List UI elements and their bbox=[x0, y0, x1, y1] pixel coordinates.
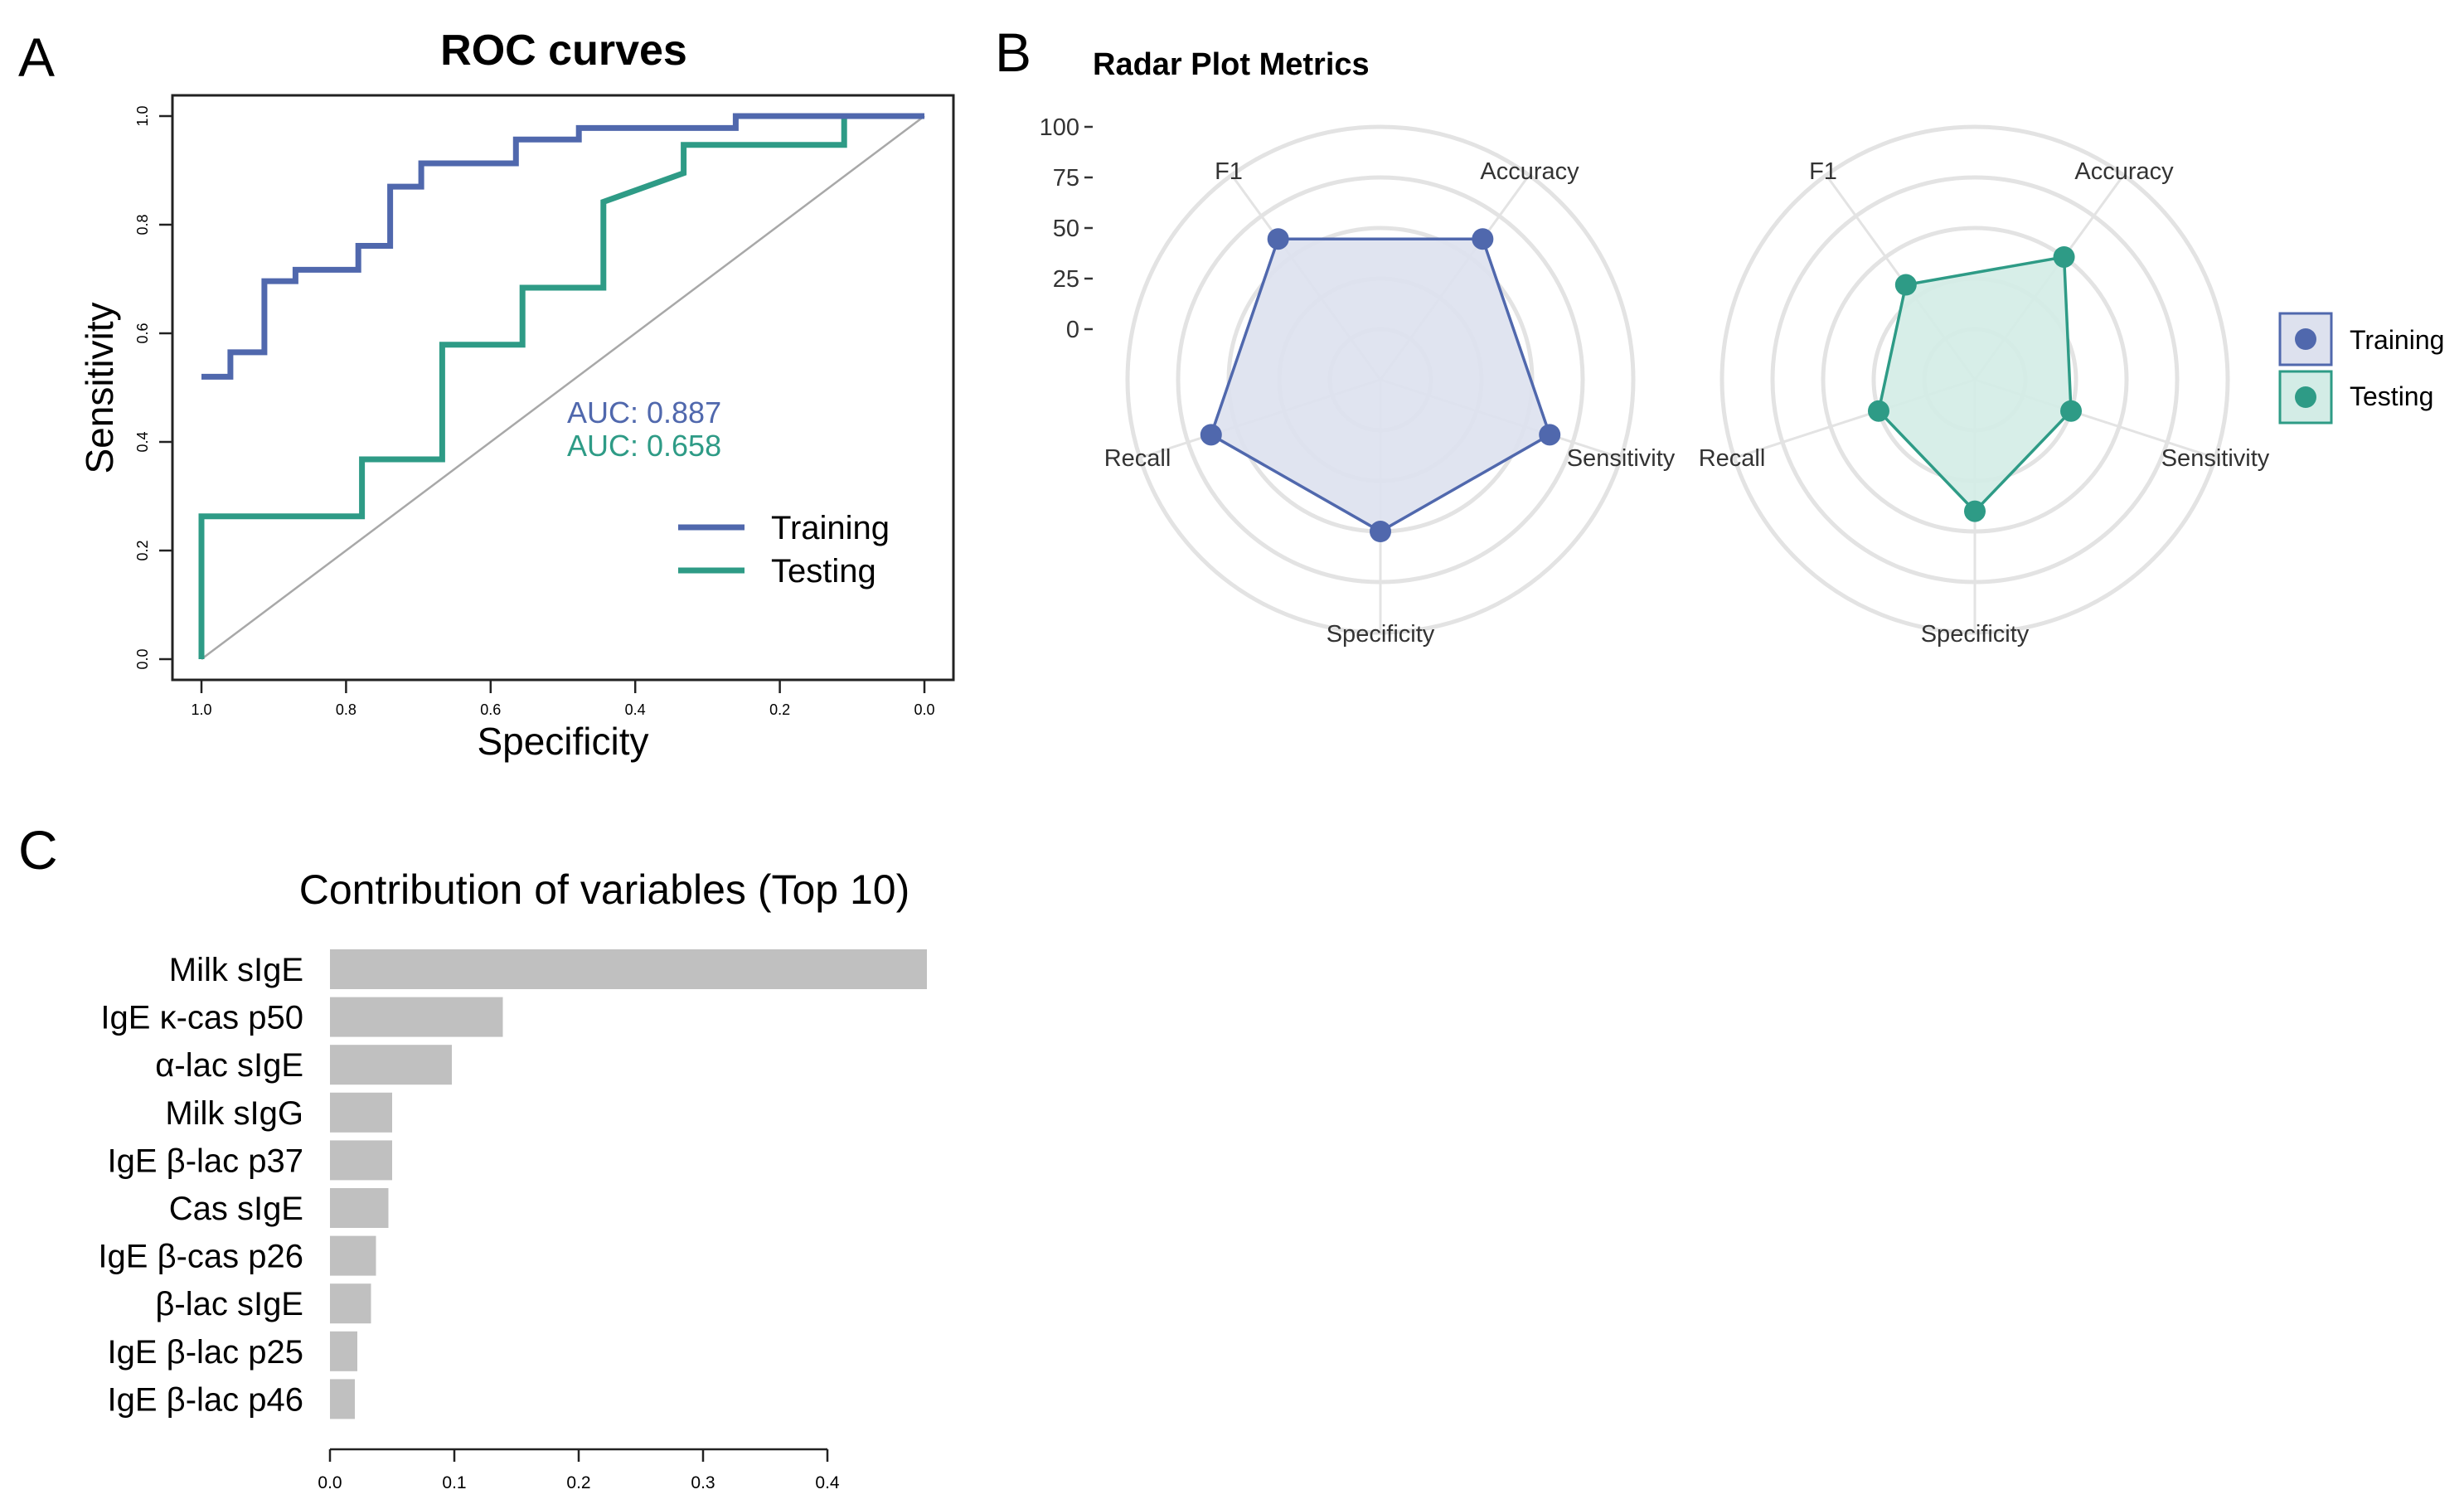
radar-r-tick-label: 0 bbox=[1066, 317, 1079, 343]
bar-category-label: Milk sIgG bbox=[165, 1095, 303, 1132]
radar-testing-point-sensitivity bbox=[2060, 400, 2083, 422]
radar-r-tick-label: 100 bbox=[1040, 114, 1079, 141]
roc-chart: ROC curves 1.0 0.8 0.6 0.4 0.2 0.0 0.0 0.2 0.4 0… bbox=[78, 27, 955, 763]
roc-y-tick-label: 0.8 bbox=[134, 214, 151, 235]
radar-legend-training-dot bbox=[2295, 328, 2316, 350]
bar-category-label: IgE β-lac p37 bbox=[108, 1143, 303, 1179]
radar-training-area bbox=[1209, 237, 1552, 534]
radar-training-axis-label: F1 bbox=[1215, 158, 1243, 185]
radar-r-tick-label: 25 bbox=[1053, 266, 1079, 293]
radar-r-tick-label: 75 bbox=[1053, 165, 1079, 192]
radar-legend-testing-dot bbox=[2295, 386, 2316, 408]
bar-category-label: β-lac sIgE bbox=[155, 1286, 303, 1322]
roc-y-tick-label: 0.6 bbox=[134, 323, 151, 343]
bar-9 bbox=[330, 1331, 357, 1371]
radar-training-point-f1 bbox=[1267, 228, 1289, 250]
radar-testing-point-recall bbox=[1867, 400, 1889, 422]
radar-training-axis-label: Recall bbox=[1104, 445, 1171, 472]
radar-testing-point-accuracy bbox=[2053, 245, 2075, 268]
legend-testing-label: Testing bbox=[771, 553, 876, 590]
roc-x-tick-label: 1.0 bbox=[191, 701, 211, 718]
bar-6 bbox=[330, 1188, 389, 1228]
radar-testing-axis-label: F1 bbox=[1809, 158, 1837, 185]
bar-7 bbox=[330, 1235, 376, 1276]
roc-x-tick-label: 0.4 bbox=[625, 701, 646, 718]
roc-x-axis-label: Specificity bbox=[477, 720, 648, 763]
bar-x-tick-label: 0.1 bbox=[442, 1473, 466, 1492]
bar-x-tick-label: 0.3 bbox=[691, 1473, 715, 1492]
roc-plot-frame bbox=[171, 94, 955, 682]
panel-a-letter: A bbox=[18, 27, 55, 88]
roc-x-tick-label: 0.2 bbox=[769, 701, 790, 718]
bar-2 bbox=[330, 997, 503, 1037]
panel-b-letter: B bbox=[995, 22, 1031, 83]
radar-r-tick-label: 50 bbox=[1053, 216, 1079, 242]
bar-1 bbox=[330, 949, 927, 989]
roc-x-tick-label: 0.8 bbox=[336, 701, 357, 718]
radar-chart: Radar Plot Metrics Accuracy Sensitivity Sp… bbox=[1040, 47, 2445, 648]
roc-y-axis-label: Sensitivity bbox=[78, 302, 121, 473]
bar-5 bbox=[330, 1140, 392, 1181]
bar-category-label: IgE β-cas p26 bbox=[98, 1239, 303, 1275]
bar-category-label: IgE β-lac p25 bbox=[108, 1334, 303, 1371]
roc-y-tick-label: 0.0 bbox=[134, 648, 151, 669]
roc-diagonal bbox=[201, 115, 925, 660]
radar-title: Radar Plot Metrics bbox=[1093, 47, 1370, 82]
panel-c-letter: C bbox=[18, 819, 58, 881]
radar-testing-axis-label: Accuracy bbox=[2074, 158, 2174, 185]
bar-title: Contribution of variables (Top 10) bbox=[299, 866, 910, 913]
bar-category-label: Cas sIgE bbox=[169, 1191, 303, 1227]
radar-training-point-specificity bbox=[1370, 521, 1391, 542]
radar-training-axis-label: Accuracy bbox=[1480, 158, 1579, 185]
radar-training-point-sensitivity bbox=[1539, 424, 1561, 446]
bar-category-label: α-lac sIgE bbox=[155, 1047, 303, 1084]
radar-legend-training-label: Training bbox=[2350, 325, 2444, 355]
radar-testing-area bbox=[1877, 255, 2073, 514]
bar-8 bbox=[330, 1283, 371, 1324]
legend-training-label: Training bbox=[771, 510, 890, 546]
bar-4 bbox=[330, 1092, 392, 1133]
roc-y-tick-label: 0.2 bbox=[134, 540, 151, 560]
bar-x-tick-label: 0.2 bbox=[566, 1473, 590, 1492]
radar-testing-point-f1 bbox=[1894, 274, 1917, 296]
radar-training-point-recall bbox=[1200, 424, 1222, 446]
auc-testing-label: AUC: 0.658 bbox=[567, 429, 721, 463]
bar-category-label: Milk sIgE bbox=[169, 952, 303, 988]
roc-testing-line bbox=[198, 113, 924, 659]
radar-training-axis-label: Sensitivity bbox=[1567, 445, 1676, 472]
bar-category-label: IgE κ-cas p50 bbox=[100, 1000, 303, 1036]
roc-title: ROC curves bbox=[440, 27, 687, 75]
radar-training-point-accuracy bbox=[1472, 228, 1494, 250]
radar-testing-axis-label: Specificity bbox=[1921, 621, 2030, 648]
roc-x-tick-label: 0.0 bbox=[914, 701, 934, 718]
roc-y-tick-label: 1.0 bbox=[134, 105, 151, 126]
bar-10 bbox=[330, 1379, 355, 1419]
radar-testing-axis-label: Sensitivity bbox=[2161, 445, 2270, 472]
radar-training-axis-label: Specificity bbox=[1327, 621, 1435, 648]
bar-3 bbox=[330, 1045, 452, 1085]
roc-training-line bbox=[201, 113, 924, 380]
auc-training-label: AUC: 0.887 bbox=[567, 395, 721, 429]
bar-chart: Contribution of variables (Top 10) Milk … bbox=[98, 866, 927, 1492]
bar-category-label: IgE β-lac p46 bbox=[108, 1381, 303, 1418]
radar-testing-point-specificity bbox=[1964, 500, 1986, 522]
bar-x-tick-label: 0.4 bbox=[815, 1473, 840, 1492]
radar-testing-axis-label: Recall bbox=[1699, 445, 1766, 472]
bar-x-tick-label: 0.0 bbox=[318, 1473, 342, 1492]
roc-y-tick-label: 0.4 bbox=[134, 431, 151, 452]
radar-legend-testing-label: Testing bbox=[2350, 381, 2433, 411]
roc-x-tick-label: 0.6 bbox=[480, 701, 501, 718]
